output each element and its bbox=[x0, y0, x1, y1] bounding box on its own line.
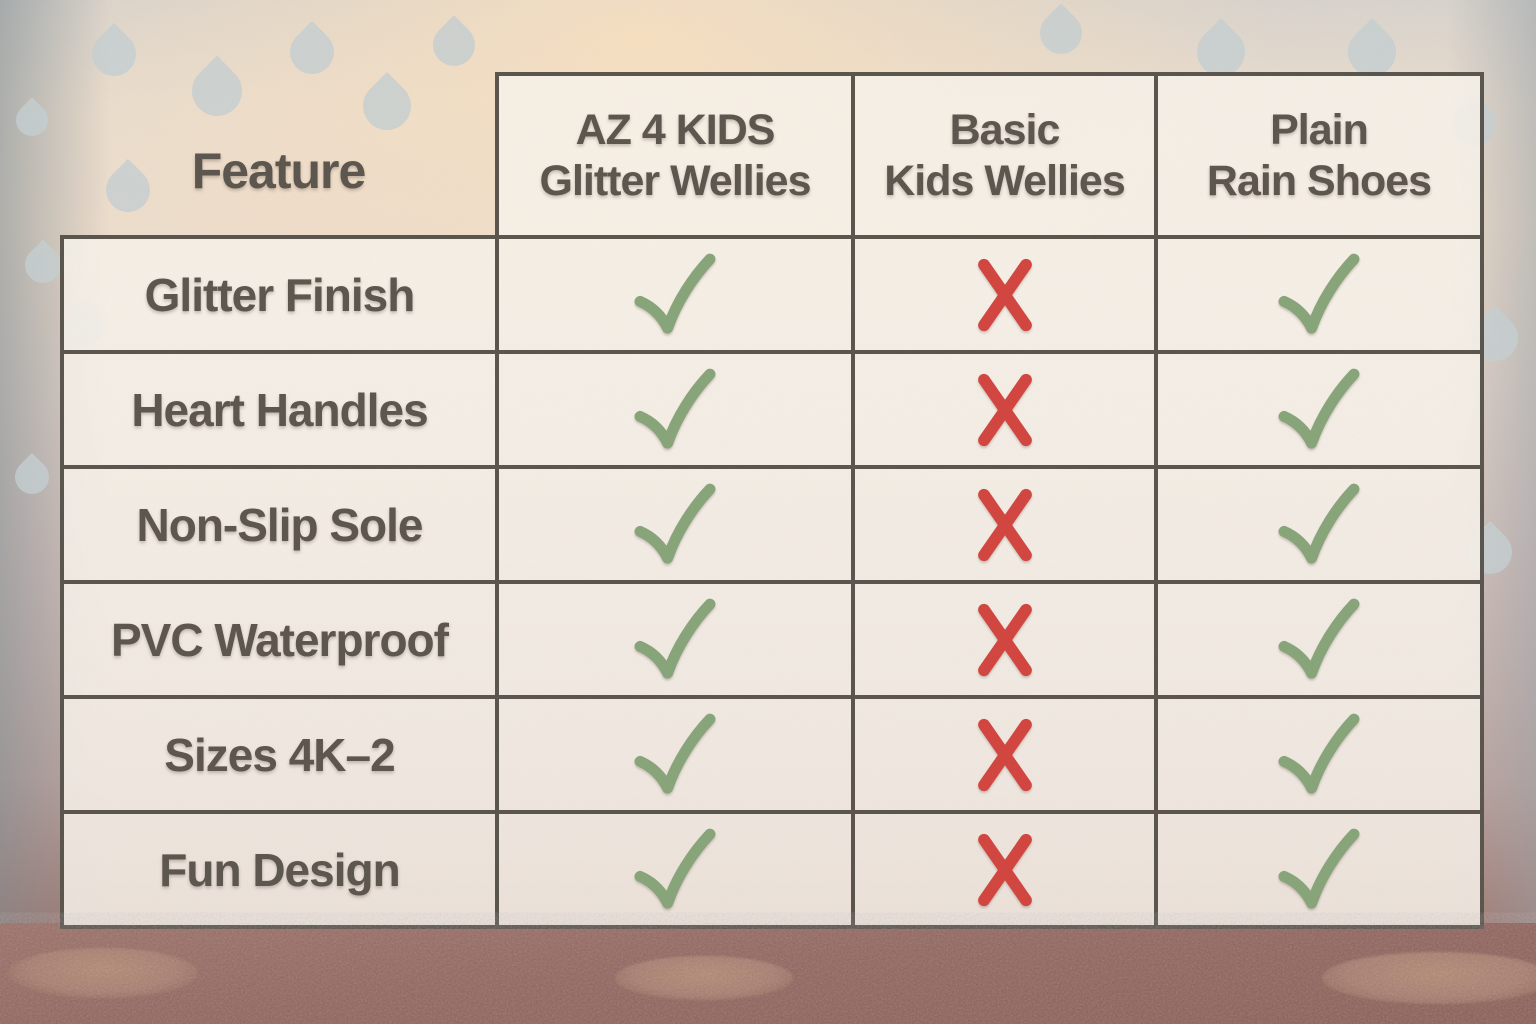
feature-included-cell bbox=[1154, 580, 1484, 699]
table-row: Glitter Finish bbox=[60, 235, 1484, 354]
feature-included-cell bbox=[1154, 810, 1484, 929]
raindrop-icon bbox=[9, 97, 55, 143]
product-header-line: AZ 4 KIDS bbox=[575, 106, 776, 155]
header-row: Feature AZ 4 KIDS Glitter Wellies Basic Kid… bbox=[62, 72, 1484, 239]
feature-missing-cell bbox=[851, 235, 1158, 354]
cross-icon bbox=[977, 373, 1032, 446]
feature-included-cell bbox=[495, 350, 855, 469]
check-icon bbox=[634, 368, 716, 449]
feature-missing-cell bbox=[851, 350, 1158, 469]
check-icon bbox=[634, 828, 716, 909]
product-header-line: Basic bbox=[949, 106, 1061, 155]
feature-label: PVC Waterproof bbox=[60, 580, 499, 699]
feature-included-cell bbox=[1154, 465, 1484, 584]
table-row: Fun Design bbox=[60, 810, 1484, 929]
check-icon bbox=[1278, 253, 1360, 334]
puddle bbox=[1322, 952, 1536, 1004]
feature-missing-cell bbox=[851, 810, 1158, 929]
feature-comparison-table: Feature AZ 4 KIDS Glitter Wellies Basic Kid… bbox=[60, 72, 1484, 929]
feature-included-cell bbox=[495, 580, 855, 699]
puddle bbox=[615, 956, 793, 1000]
cross-icon bbox=[977, 603, 1032, 676]
table-row: Sizes 4K–2 bbox=[60, 695, 1484, 814]
product-header-line: Plain bbox=[1270, 106, 1369, 155]
feature-label: Heart Handles bbox=[60, 350, 499, 469]
feature-label: Non-Slip Sole bbox=[60, 465, 499, 584]
feature-included-cell bbox=[495, 695, 855, 814]
cross-icon bbox=[977, 833, 1032, 906]
product-header-line: Kids Wellies bbox=[884, 156, 1126, 205]
product-column-header: AZ 4 KIDS Glitter Wellies bbox=[495, 72, 855, 239]
feature-included-cell bbox=[495, 465, 855, 584]
cross-icon bbox=[977, 488, 1032, 561]
feature-label: Glitter Finish bbox=[60, 235, 499, 354]
cross-icon bbox=[977, 718, 1032, 791]
product-column-header: Plain Rain Shoes bbox=[1154, 72, 1484, 239]
feature-column-header: Feature bbox=[191, 143, 367, 199]
table-row: PVC Waterproof bbox=[60, 580, 1484, 699]
raindrop-icon bbox=[1031, 3, 1091, 63]
feature-missing-cell bbox=[851, 695, 1158, 814]
check-icon bbox=[1278, 368, 1360, 449]
check-icon bbox=[1278, 483, 1360, 564]
feature-included-cell bbox=[1154, 235, 1484, 354]
feature-included-cell bbox=[1154, 695, 1484, 814]
feature-label: Fun Design bbox=[60, 810, 499, 929]
check-icon bbox=[1278, 828, 1360, 909]
product-header-line: Rain Shoes bbox=[1206, 156, 1432, 205]
puddle bbox=[8, 948, 198, 998]
check-icon bbox=[1278, 713, 1360, 794]
feature-included-cell bbox=[495, 235, 855, 354]
table-row: Non-Slip Sole bbox=[60, 465, 1484, 584]
check-icon bbox=[1278, 598, 1360, 679]
check-icon bbox=[634, 598, 716, 679]
check-icon bbox=[634, 483, 716, 564]
cross-icon bbox=[977, 258, 1032, 331]
product-column-header: Basic Kids Wellies bbox=[851, 72, 1158, 239]
feature-label: Sizes 4K–2 bbox=[60, 695, 499, 814]
table-row: Heart Handles bbox=[60, 350, 1484, 469]
feature-missing-cell bbox=[851, 580, 1158, 699]
raindrop-icon bbox=[424, 15, 484, 75]
check-icon bbox=[634, 713, 716, 794]
feature-included-cell bbox=[1154, 350, 1484, 469]
feature-missing-cell bbox=[851, 465, 1158, 584]
check-icon bbox=[634, 253, 716, 334]
feature-included-cell bbox=[495, 810, 855, 929]
raindrop-icon bbox=[7, 452, 57, 502]
product-header-line: Glitter Wellies bbox=[539, 156, 812, 205]
